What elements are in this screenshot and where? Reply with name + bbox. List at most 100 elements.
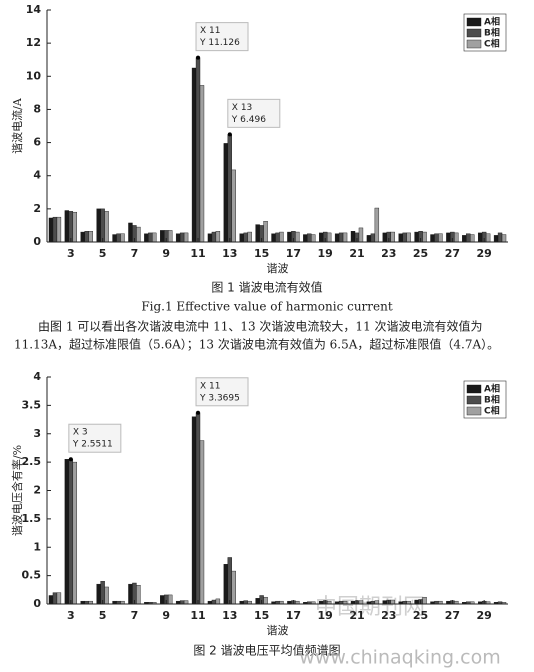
paragraph-line: 11.13A，超过标准限值（5.6A）；13 次谐波电流有效值为 6.5A，超过… bbox=[14, 337, 499, 352]
bar bbox=[279, 231, 284, 243]
y-tick-label: 0 bbox=[33, 597, 41, 610]
bar bbox=[191, 416, 197, 605]
x-tick-label: 9 bbox=[162, 609, 170, 622]
legend-swatch bbox=[466, 17, 482, 27]
bar bbox=[128, 583, 133, 605]
bar bbox=[406, 232, 411, 243]
bar bbox=[223, 143, 229, 243]
y-tick-label: 2 bbox=[33, 484, 41, 497]
bar bbox=[470, 234, 475, 243]
datatip-point bbox=[227, 132, 232, 137]
bar bbox=[370, 233, 376, 243]
bar bbox=[179, 600, 185, 605]
datatip-label: X 3 bbox=[73, 428, 88, 438]
bar bbox=[247, 231, 252, 243]
bar bbox=[239, 233, 244, 243]
bar bbox=[211, 599, 217, 605]
x-tick-label: 23 bbox=[381, 609, 396, 622]
bar bbox=[100, 208, 105, 243]
bar bbox=[52, 216, 58, 243]
bar bbox=[422, 231, 427, 243]
y-tick-label: 1.5 bbox=[22, 512, 42, 525]
bar bbox=[227, 557, 232, 605]
datatip-point bbox=[68, 457, 73, 462]
datatip-label: Y 6.496 bbox=[231, 115, 266, 125]
bar bbox=[358, 600, 364, 605]
bar bbox=[398, 233, 403, 243]
bar bbox=[191, 67, 197, 243]
x-tick-label: 19 bbox=[318, 609, 333, 622]
x-tick-label: 23 bbox=[381, 247, 396, 260]
bar bbox=[120, 233, 125, 243]
bar bbox=[319, 232, 324, 243]
bar bbox=[56, 216, 62, 243]
bar bbox=[211, 231, 217, 243]
bar bbox=[271, 233, 276, 243]
datatip-label: X 13 bbox=[232, 103, 252, 113]
bar bbox=[493, 235, 499, 243]
y-tick-label: 0 bbox=[33, 235, 41, 248]
bar bbox=[168, 594, 173, 605]
datatip-box bbox=[195, 22, 249, 52]
y-tick-label: 12 bbox=[26, 36, 41, 49]
x-tick-label: 21 bbox=[349, 609, 364, 622]
x-tick-label: 17 bbox=[286, 609, 301, 622]
x-tick-label: 3 bbox=[67, 247, 75, 260]
legend-label: B相 bbox=[484, 394, 500, 406]
bar bbox=[68, 211, 74, 243]
y-tick-label: 3 bbox=[33, 427, 41, 440]
datatip-label: Y 11.126 bbox=[199, 38, 240, 48]
x-tick-label: 11 bbox=[190, 247, 205, 260]
bar bbox=[434, 233, 439, 243]
bar bbox=[144, 233, 149, 243]
bar bbox=[263, 596, 268, 605]
bar bbox=[414, 599, 419, 605]
x-tick-label: 3 bbox=[67, 609, 75, 622]
bar bbox=[136, 585, 141, 605]
x-axis-label: 谐波 bbox=[267, 261, 289, 275]
x-tick-label: 5 bbox=[99, 247, 107, 260]
legend-label: C相 bbox=[484, 405, 500, 417]
bar bbox=[307, 233, 312, 243]
bar bbox=[231, 570, 236, 605]
bar bbox=[160, 595, 165, 605]
bar bbox=[243, 600, 248, 605]
bar bbox=[462, 235, 467, 243]
x-tick-label: 29 bbox=[476, 247, 491, 260]
y-tick-label: 1 bbox=[33, 540, 41, 553]
bar bbox=[422, 596, 427, 605]
bar bbox=[374, 207, 380, 243]
bar bbox=[275, 232, 280, 243]
bar bbox=[382, 232, 387, 243]
x-tick-label: 25 bbox=[413, 247, 428, 260]
bar bbox=[215, 231, 221, 243]
bar bbox=[215, 598, 221, 605]
bar bbox=[183, 600, 189, 605]
bar bbox=[199, 440, 205, 605]
x-tick-label: 9 bbox=[162, 247, 170, 260]
datatip-box bbox=[195, 377, 249, 407]
y-tick-label: 8 bbox=[33, 102, 41, 115]
bar bbox=[438, 233, 443, 243]
bar bbox=[104, 211, 109, 243]
x-tick-label: 15 bbox=[254, 609, 269, 622]
y-tick-label: 10 bbox=[26, 69, 42, 82]
bar bbox=[390, 231, 395, 243]
datatip-label: Y 2.5511 bbox=[72, 440, 113, 450]
fig1-caption-en: Fig.1 Effective value of harmonic curren… bbox=[141, 300, 393, 314]
bar bbox=[326, 232, 332, 243]
bar bbox=[96, 583, 101, 605]
bar bbox=[342, 232, 348, 243]
bar bbox=[179, 232, 185, 243]
bar bbox=[374, 600, 380, 605]
datatip-box bbox=[68, 423, 122, 453]
bar bbox=[243, 232, 248, 243]
bar bbox=[485, 233, 491, 243]
y-axis-label: 谐波电压含有率/% bbox=[10, 445, 24, 536]
bar bbox=[477, 232, 483, 243]
bar bbox=[168, 230, 173, 243]
datatip-box bbox=[227, 98, 281, 128]
bar bbox=[72, 461, 78, 605]
bar bbox=[64, 459, 70, 605]
